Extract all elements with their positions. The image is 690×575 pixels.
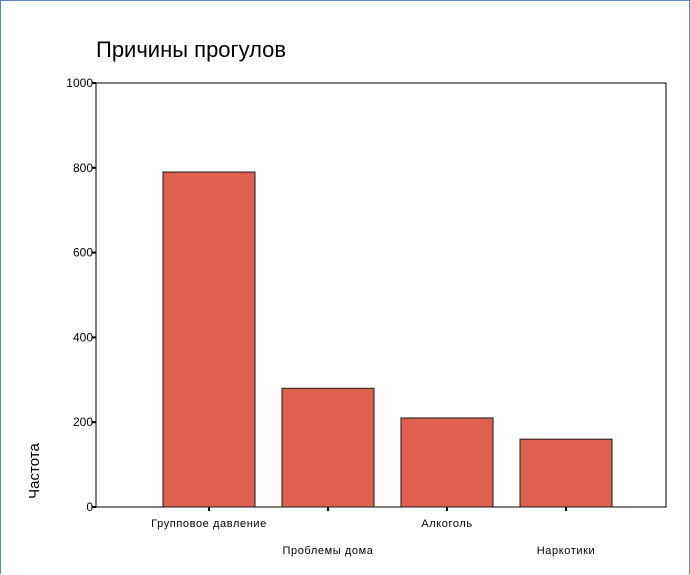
chart-title: Причины прогулов (96, 37, 286, 62)
y-tick-label: 200 (73, 415, 93, 429)
y-axis-label: Частота (26, 443, 43, 499)
x-labels: Групповое давление Проблемы дома Алкоголь Н… (151, 518, 595, 557)
y-tick-label: 0 (86, 500, 93, 514)
y-tick-label: 800 (73, 161, 93, 175)
bar (400, 417, 494, 508)
y-tick-label: 1000 (66, 76, 93, 90)
x-tick-label: Алкоголь (421, 518, 472, 530)
y-axis: 0 200 400 600 800 1000 (66, 76, 96, 514)
x-tick-label: Наркотики (537, 545, 596, 557)
y-tick-label: 600 (73, 246, 93, 260)
x-axis (208, 507, 567, 511)
x-tick-label: Проблемы дома (282, 545, 373, 557)
bars (162, 171, 613, 508)
bar (162, 171, 256, 508)
y-tick-label: 400 (73, 330, 93, 344)
plot-area (95, 82, 667, 508)
bar (281, 387, 375, 508)
bar (519, 438, 613, 508)
x-tick-label: Групповое давление (151, 518, 267, 530)
